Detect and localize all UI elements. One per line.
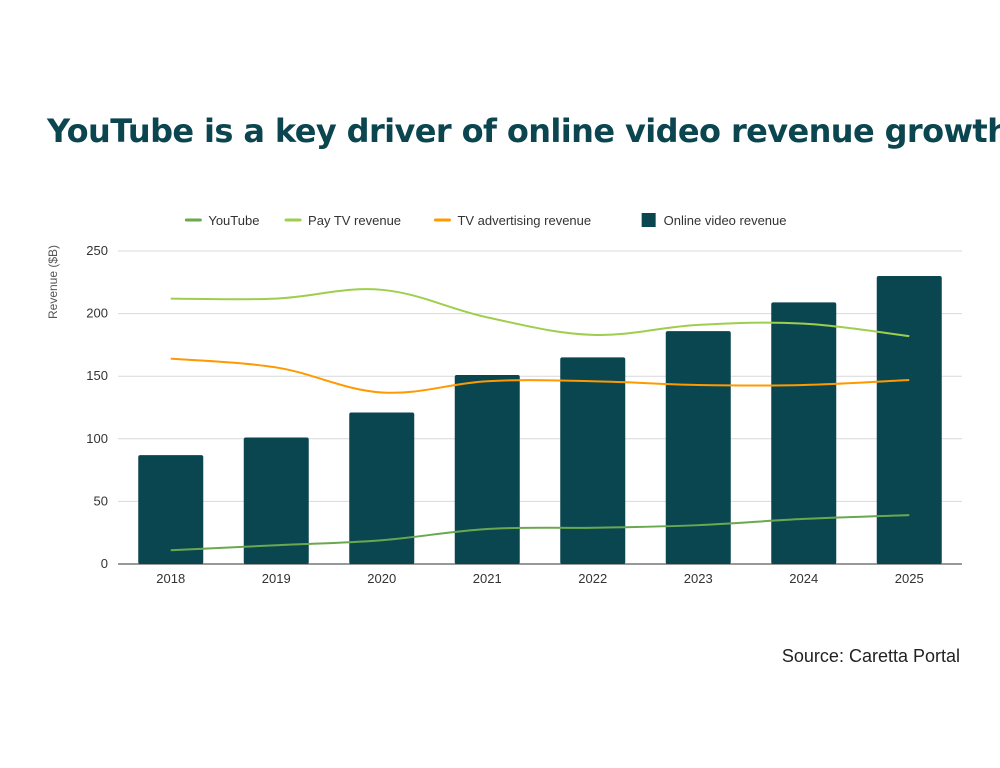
x-tick-label: 2021 — [473, 571, 502, 586]
x-tick-label: 2020 — [367, 571, 396, 586]
line-tv-advertising-revenue — [170, 357, 910, 394]
x-tick-label: 2025 — [895, 571, 924, 586]
y-axis-title: Revenue ($B) — [46, 245, 60, 319]
x-tick-label: 2019 — [262, 571, 291, 586]
y-tick-label: 150 — [86, 368, 108, 383]
y-tick-label: 200 — [86, 306, 108, 321]
x-axis: 2018 2019 2020 2021 2022 2023 2024 2025 — [118, 563, 962, 586]
legend-label-tv-advertising-revenue: TV advertising revenue — [457, 213, 591, 228]
bar-online-video-2020 — [349, 412, 415, 564]
x-tick-label: 2022 — [578, 571, 607, 586]
legend-label-pay-tv-revenue: Pay TV revenue — [308, 213, 401, 228]
bar-online-video-2021 — [454, 374, 520, 564]
y-tick-label: 250 — [86, 243, 108, 258]
legend-swatch-online-video-revenue — [641, 213, 656, 227]
line-pay-tv-revenue — [170, 288, 910, 338]
bar-online-video-2022 — [560, 357, 626, 564]
y-tick-label: 100 — [86, 431, 108, 446]
bar-series — [138, 276, 942, 564]
source-note: Source: Caretta Portal — [781, 646, 960, 666]
y-tick-label: 50 — [94, 493, 108, 508]
bar-online-video-2019 — [243, 437, 309, 564]
line-series — [170, 288, 910, 552]
y-axis: 0 50 100 150 200 250 — [86, 243, 108, 571]
x-tick-label: 2018 — [156, 571, 185, 586]
chart-title: YouTube is a key driver of online video … — [47, 112, 1000, 150]
legend-label-youtube: YouTube — [208, 213, 259, 228]
line-youtube — [170, 514, 910, 552]
bar-online-video-2024 — [771, 302, 837, 564]
y-tick-label: 0 — [101, 556, 108, 571]
chart-legend: YouTube Pay TV revenue TV advertising reve… — [184, 213, 787, 228]
x-tick-label: 2023 — [684, 571, 713, 586]
bar-online-video-2023 — [665, 331, 731, 564]
bar-online-video-2025 — [876, 276, 942, 564]
legend-label-online-video-revenue: Online video revenue — [664, 213, 787, 228]
bar-online-video-2018 — [138, 455, 204, 564]
x-tick-label: 2024 — [789, 571, 818, 586]
